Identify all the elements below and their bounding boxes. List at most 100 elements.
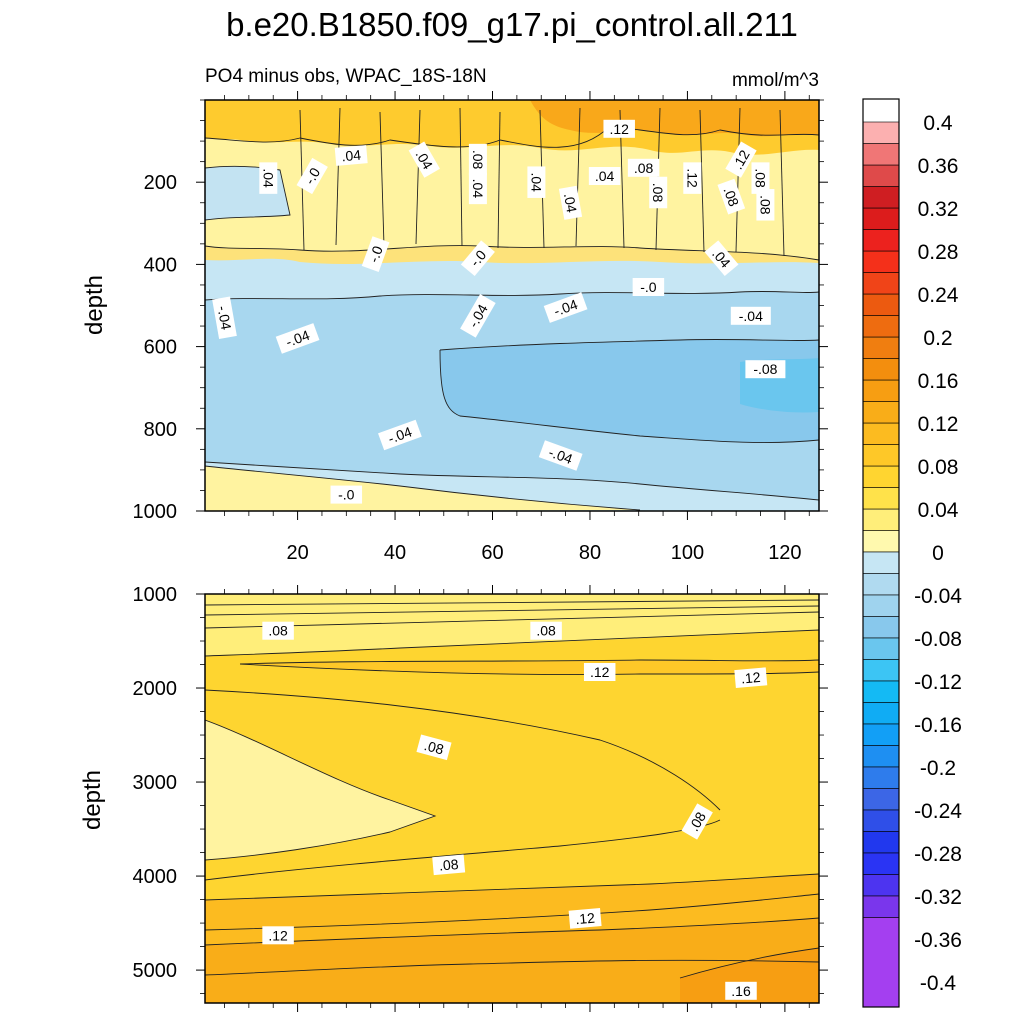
upper-fill-neg-deep [440, 339, 819, 443]
upper-axes: 20 40 60 80 100 120 200 400 600 800 1000 [133, 91, 828, 564]
lower-contour-label-text: .08 [536, 623, 556, 639]
colorbar-tick-label: 0.2 [923, 327, 952, 350]
upper-contour-label: .08 [756, 189, 775, 221]
upper-contour-label-bg [259, 162, 278, 194]
lower-contour-label-text: .16 [731, 983, 751, 999]
colorbar-swatch-pos [862, 422, 900, 445]
colorbar-swatch-pos [862, 336, 900, 359]
colorbar-frame [862, 98, 900, 1008]
colorbar-tick-label: 0.08 [918, 456, 959, 479]
upper-contour-label-bg [527, 166, 546, 198]
lower-contour-label-bg [681, 803, 713, 840]
upper-contour-label-bg [683, 162, 702, 194]
lower-contour-label-text: .12 [268, 927, 288, 943]
colorbar-tick-label: -0.4 [920, 972, 957, 995]
upper-contour-label-bg [588, 167, 621, 185]
colorbar-swatch-pos [862, 487, 900, 510]
lower-fill-corner [680, 948, 819, 1003]
lower-contour-label-text: .08 [268, 623, 288, 639]
upper-contour-label-text: .04 [528, 172, 544, 192]
upper-contour-label-bg [558, 185, 583, 220]
lower-contour-label-text: .08 [438, 856, 459, 874]
colorbar-swatch-pos [862, 186, 900, 209]
colorbar-tick-label: 0.4 [923, 112, 953, 135]
upper-contour-label-bg [275, 323, 320, 354]
upper-contour-label-bg [296, 157, 328, 195]
lower-contour-label: .08 [262, 621, 294, 640]
upper-contour-label: .08 [649, 176, 668, 209]
upper-contour-label: -.04 [543, 292, 588, 323]
lower-contour-label: .08 [530, 621, 562, 640]
lower-ytick-label: 5000 [133, 960, 178, 982]
upper-contour-label-text: .12 [609, 121, 629, 137]
units-label: mmol/m^3 [731, 70, 819, 91]
figure-title: b.e20.B1850.f09_g17.pi_control.all.211 [226, 6, 798, 43]
upper-ytick-label: 1000 [133, 501, 178, 523]
upper-contour-label-bg [538, 440, 583, 471]
colorbar-swatch-neg [862, 831, 900, 854]
colorbar-swatch-pos [862, 530, 900, 553]
upper-contour-label-text: -.0 [301, 165, 323, 187]
colorbar-swatch-neg [862, 723, 900, 746]
colorbar-swatch-neg [862, 573, 900, 596]
lower-ytick-label: 4000 [133, 866, 178, 888]
upper-contour-label-text: -.04 [739, 308, 763, 324]
upper-contour-label-text: .04 [341, 147, 362, 165]
upper-contour-label: -.04 [275, 323, 320, 354]
upper-contour-label: -.0 [460, 240, 495, 277]
lower-fill-bottom-16 [205, 918, 819, 1003]
colorbar-tick-label: -0.32 [914, 886, 962, 909]
upper-contour-label-bg [543, 292, 588, 323]
lower-contour-label-bg [262, 621, 294, 640]
colorbar-tick-label: -0.2 [920, 757, 956, 780]
lower-contour-label: .08 [416, 734, 452, 761]
upper-contour-label-bg [334, 145, 368, 166]
upper-contour-label-bg [468, 143, 487, 176]
colorbar-swatch-neg [862, 702, 900, 725]
upper-contour-label: .08 [717, 178, 746, 215]
upper-xtick-label: 80 [579, 542, 601, 564]
colorbar-swatch-pos [862, 164, 900, 187]
upper-contour-label: .04 [527, 166, 546, 198]
upper-contour-label-bg [751, 162, 770, 194]
upper-contour-label: .08 [627, 158, 660, 177]
upper-contour-label-bg [378, 419, 422, 451]
upper-contour-label: -.04 [730, 306, 771, 325]
upper-contour-label: .04 [408, 141, 440, 178]
lower-contour-label-bg [583, 663, 616, 681]
colorbar-tick-label: 0.24 [918, 284, 959, 307]
colorbar-swatch-pos [862, 229, 900, 252]
upper-contour-label: -.04 [538, 440, 583, 471]
upper-ylabel: depth [81, 275, 108, 335]
colorbar-swatch-neg [862, 551, 900, 574]
upper-contour-label: -.0 [632, 278, 665, 296]
upper-contour-label-bg [212, 296, 237, 340]
lower-contour-label: .12 [262, 926, 294, 945]
upper-contour-label-text: .04 [595, 168, 615, 184]
colorbar-swatch-pos [862, 250, 900, 273]
colorbar-swatch-pos [862, 315, 900, 338]
upper-contour-label-text: .08 [757, 195, 773, 215]
upper-contour-label-text: .08 [720, 185, 742, 209]
upper-contour-field [205, 100, 819, 511]
lower-fill-wedge-light [205, 720, 435, 860]
upper-contour-label: .12 [725, 141, 757, 178]
lower-contour-field [205, 594, 819, 1003]
upper-xtick-label: 100 [671, 542, 704, 564]
upper-contour-label-text: .08 [634, 160, 654, 176]
colorbar-swatch-pos [862, 401, 900, 424]
colorbar-swatch-pos [862, 465, 900, 488]
upper-contour-label-bg [460, 293, 496, 338]
colorbar-swatch-neg [862, 874, 900, 897]
upper-contour-label-text: .08 [650, 183, 666, 203]
upper-contour-label-bg [725, 141, 757, 178]
colorbar-swatch-pos [862, 207, 900, 230]
panel-subtitle: PO4 minus obs, WPAC_18S-18N [205, 66, 487, 87]
upper-ytick-label: 400 [144, 254, 177, 276]
upper-fill-pos-strong [530, 100, 819, 137]
lower-contour-label: .12 [734, 667, 768, 689]
colorbar-swatch-neg [862, 637, 900, 660]
upper-contour-label-bg [632, 278, 665, 296]
upper-contour-label: -.04 [378, 419, 422, 451]
colorbar-tick-label: 0.36 [918, 155, 959, 178]
